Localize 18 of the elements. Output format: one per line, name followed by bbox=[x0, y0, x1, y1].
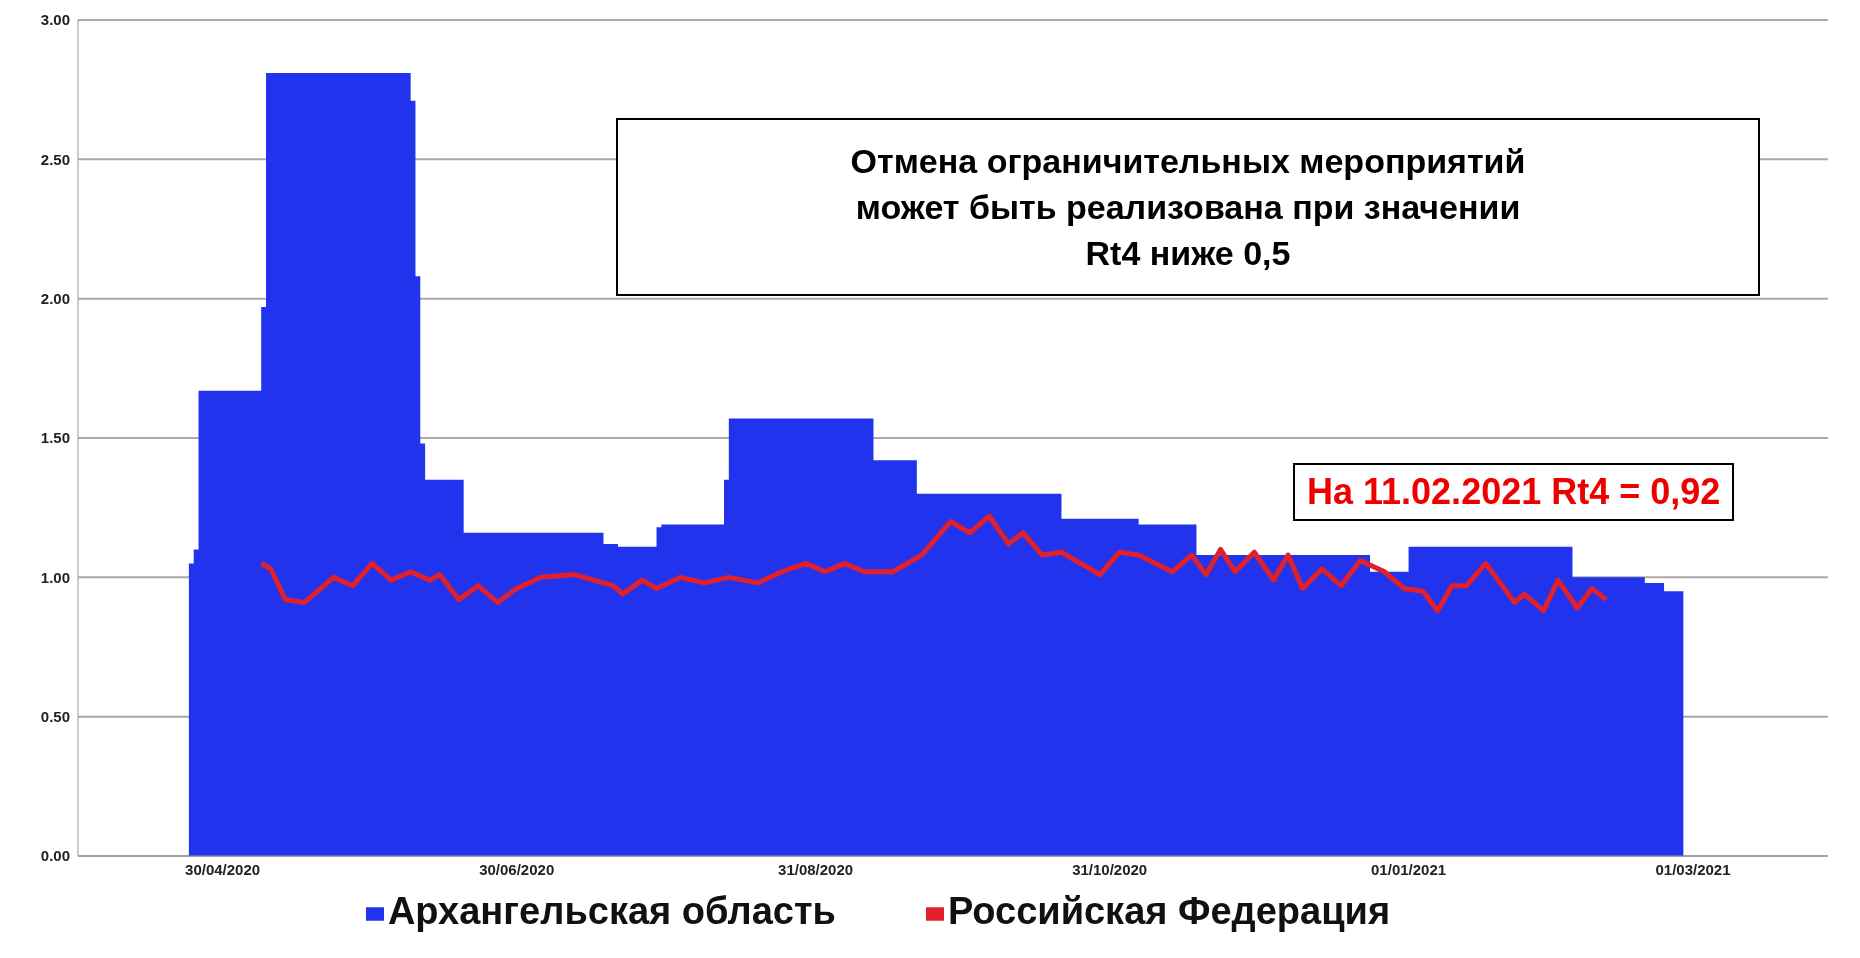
y-tick-label: 2.00 bbox=[40, 289, 70, 307]
text-box: Отмена ограничительных мероприятий может быть реализована при значении Rt4 ниже 0,5 bbox=[616, 118, 1760, 296]
x-tick-label: 30/04/2020 bbox=[185, 860, 261, 878]
y-tick-label: 1.50 bbox=[40, 429, 70, 447]
y-tick-label: 1.00 bbox=[40, 568, 70, 586]
text-box: На 11.02.2021 Rt4 = 0,92 bbox=[1293, 463, 1735, 521]
x-tick-label: 01/03/2021 bbox=[1655, 860, 1731, 878]
x-tick-label: 31/08/2020 bbox=[778, 860, 854, 878]
legend-label: Российская Федерация bbox=[947, 890, 1391, 932]
y-tick-label: 0.50 bbox=[40, 707, 70, 725]
x-tick-label: 01/01/2021 bbox=[1371, 860, 1447, 878]
y-tick-label: 0.00 bbox=[40, 847, 70, 865]
annotation: Отмена ограничительных мероприятий может быть реализована при значении Rt4 ниже 0,5 bbox=[849, 141, 1527, 274]
legend-label: Архангельская область bbox=[387, 890, 836, 932]
x-tick-label: 30/06/2020 bbox=[479, 860, 555, 878]
y-tick-label: 3.00 bbox=[40, 11, 70, 29]
y-tick-label: 2.50 bbox=[40, 150, 70, 168]
x-tick-label: 31/10/2020 bbox=[1072, 860, 1148, 878]
